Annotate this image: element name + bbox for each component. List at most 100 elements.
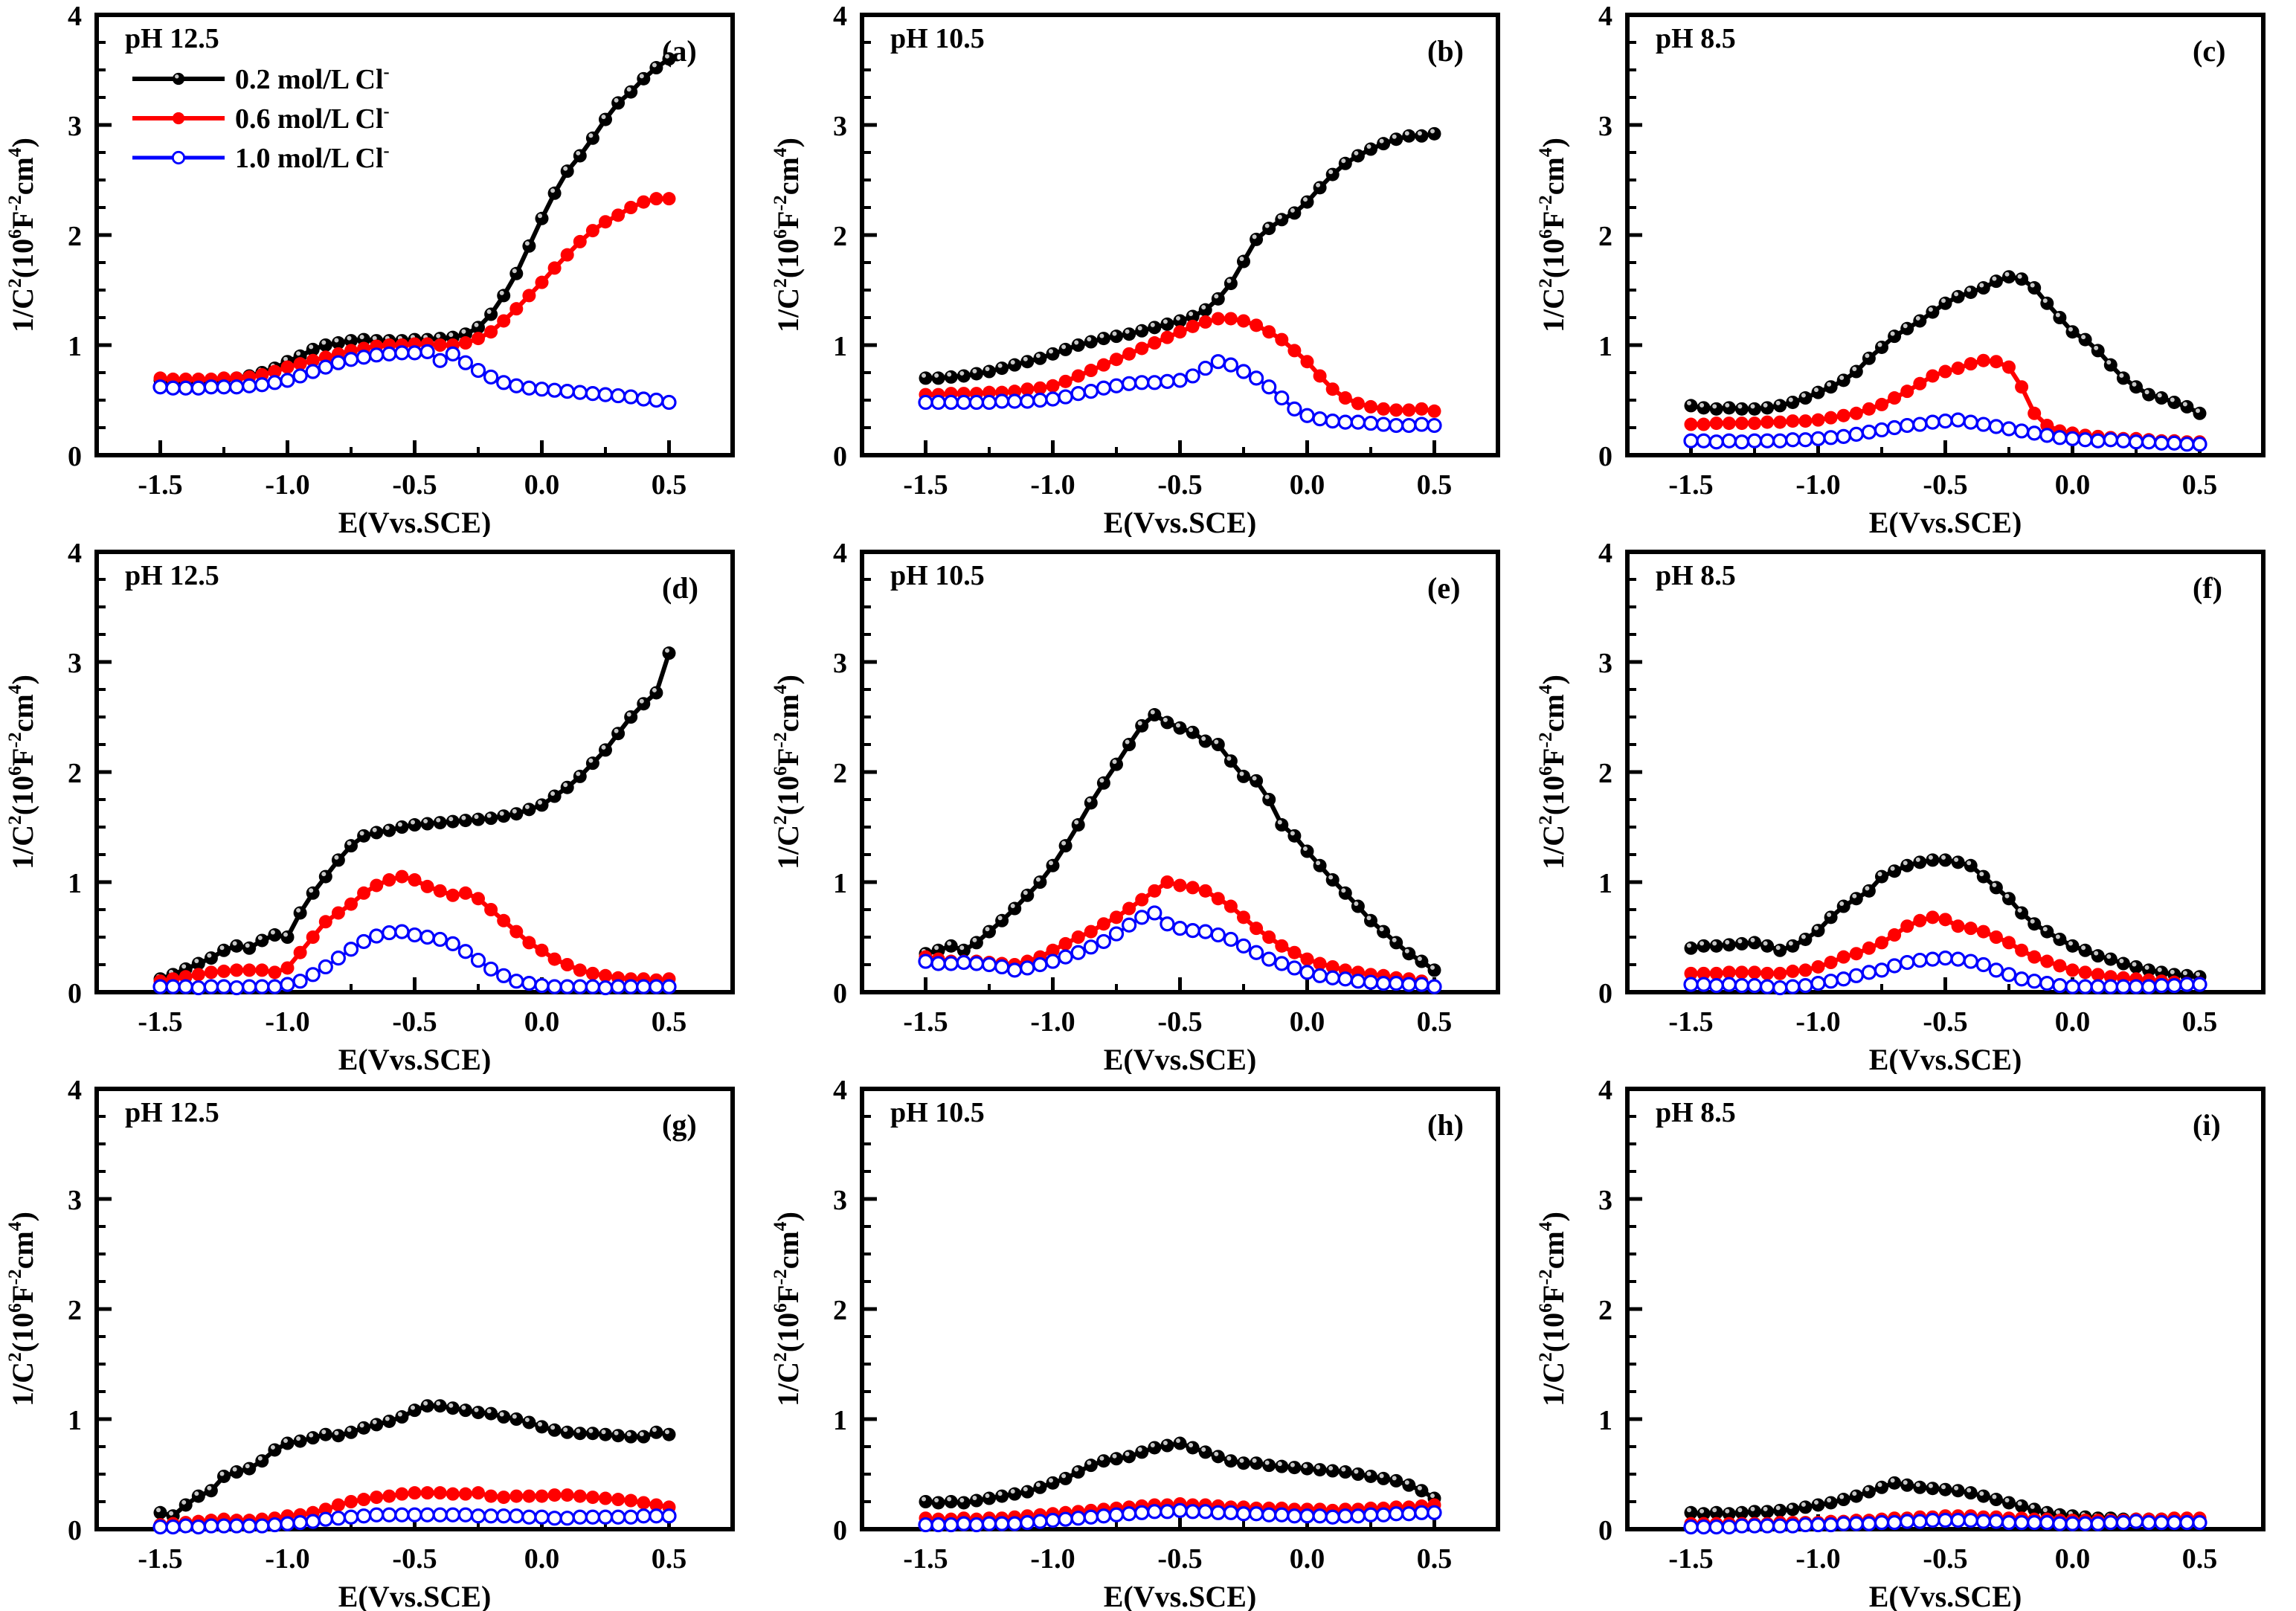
ball-highlight xyxy=(181,1499,187,1505)
data-point-filled xyxy=(944,1495,958,1508)
data-point-filled xyxy=(1148,336,1162,350)
data-point-filled xyxy=(472,1486,485,1500)
ball-highlight xyxy=(1992,1494,1997,1499)
data-point-filled xyxy=(280,360,295,374)
data-point-open xyxy=(981,1516,997,1531)
data-point-open xyxy=(2154,435,2170,451)
ball-highlight xyxy=(1404,948,1409,954)
data-point-open xyxy=(1950,412,1966,428)
x-tick-label: -1.0 xyxy=(1795,1543,1840,1575)
ball-highlight xyxy=(1417,131,1422,136)
ball-highlight xyxy=(1839,375,1845,380)
data-point-filled xyxy=(446,888,460,902)
data-point-open xyxy=(171,150,186,165)
data-point-filled xyxy=(624,201,638,214)
data-point-filled xyxy=(1773,966,1787,980)
ball-highlight xyxy=(474,1407,479,1412)
data-point-open xyxy=(610,1509,626,1525)
ball-highlight xyxy=(1087,797,1092,803)
ball-highlight xyxy=(499,1412,504,1417)
series-0.2-mol-l-cl- xyxy=(919,708,1441,977)
data-point-open xyxy=(661,394,677,411)
data-point-filled xyxy=(420,817,434,831)
ball-highlight xyxy=(2170,969,2175,974)
data-point-open xyxy=(2077,1516,2093,1531)
data-point-filled xyxy=(573,963,587,977)
data-point-filled xyxy=(1135,718,1149,733)
data-point-open xyxy=(1414,1505,1430,1520)
data-point-filled xyxy=(1084,335,1098,349)
ball-highlight xyxy=(639,698,644,704)
data-point-open xyxy=(1708,1519,1724,1535)
data-point-filled xyxy=(1697,966,1711,980)
data-point-open xyxy=(318,359,333,375)
data-point-open xyxy=(2027,1515,2042,1531)
ball-highlight xyxy=(1852,1491,1857,1496)
data-point-filled xyxy=(585,224,599,238)
data-point-filled xyxy=(179,1498,193,1512)
data-point-filled xyxy=(1096,1454,1110,1468)
data-point-open xyxy=(2052,1516,2068,1531)
ball-highlight xyxy=(1010,1489,1015,1494)
data-point-open xyxy=(419,344,435,359)
ball-highlight xyxy=(538,1421,542,1427)
data-point-filled xyxy=(255,1454,269,1468)
x-tick-label: -1.5 xyxy=(138,469,182,501)
data-point-filled xyxy=(1402,403,1416,417)
y-tick-label: 3 xyxy=(1598,648,1612,679)
data-point-open xyxy=(1887,958,1903,974)
data-point-filled xyxy=(1046,943,1060,957)
ball-highlight xyxy=(1061,1473,1067,1479)
ball-highlight xyxy=(1290,208,1295,213)
ball-highlight xyxy=(461,815,466,820)
data-point-filled xyxy=(1110,910,1123,925)
ball-highlight xyxy=(2132,962,2137,967)
data-point-filled xyxy=(1211,738,1225,751)
data-point-filled xyxy=(318,869,332,884)
data-point-filled xyxy=(1160,716,1174,730)
data-point-open xyxy=(178,1518,193,1534)
data-point-filled xyxy=(1058,374,1073,388)
x-tick-label: -1.0 xyxy=(265,1006,309,1038)
data-point-open xyxy=(190,380,206,396)
data-point-open xyxy=(943,394,959,411)
panel-a-chart: -1.5 -1.0 -0.5 0.0 0.5 0 1 2 3 4 E(Vvs.SCE) 1/C2(10… xyxy=(4,1,735,537)
ball-highlight xyxy=(283,932,288,937)
y-tick-label: 0 xyxy=(68,1515,82,1546)
data-point-open xyxy=(1261,379,1277,395)
data-point-filled xyxy=(1913,1480,1927,1494)
ball-highlight xyxy=(1687,400,1691,405)
data-point-filled xyxy=(547,952,562,966)
ball-highlight xyxy=(411,820,415,825)
y-tick-label: 1 xyxy=(1598,1405,1612,1436)
ball-highlight xyxy=(257,1456,263,1461)
data-point-filled xyxy=(1237,769,1250,783)
ball-highlight xyxy=(524,241,530,246)
data-point-filled xyxy=(1888,1476,1902,1490)
data-point-open xyxy=(994,1516,1010,1531)
data-point-open xyxy=(1020,960,1035,976)
data-point-open xyxy=(2052,430,2068,446)
data-point-filled xyxy=(306,930,320,944)
data-point-filled xyxy=(331,853,345,867)
data-point-open xyxy=(1785,432,1801,448)
data-point-open xyxy=(1734,434,1749,450)
data-point-open xyxy=(1375,976,1392,991)
data-point-filled xyxy=(1836,950,1850,964)
data-point-filled xyxy=(344,897,358,911)
panel-title: pH 8.5 xyxy=(1656,23,1736,54)
data-point-filled xyxy=(1951,1484,1965,1498)
data-point-filled xyxy=(1811,385,1825,399)
data-point-filled xyxy=(637,1496,651,1510)
data-point-open xyxy=(1708,978,1724,994)
data-point-filled xyxy=(535,211,549,225)
data-point-filled xyxy=(2028,917,2042,931)
ball-highlight xyxy=(257,935,263,940)
data-point-open xyxy=(623,389,639,405)
data-point-filled xyxy=(1773,1503,1787,1517)
ball-highlight xyxy=(207,1485,212,1491)
data-point-filled xyxy=(1875,869,1888,884)
data-point-open xyxy=(943,1517,959,1533)
data-point-filled xyxy=(1096,917,1110,931)
data-point-open xyxy=(369,1507,385,1522)
